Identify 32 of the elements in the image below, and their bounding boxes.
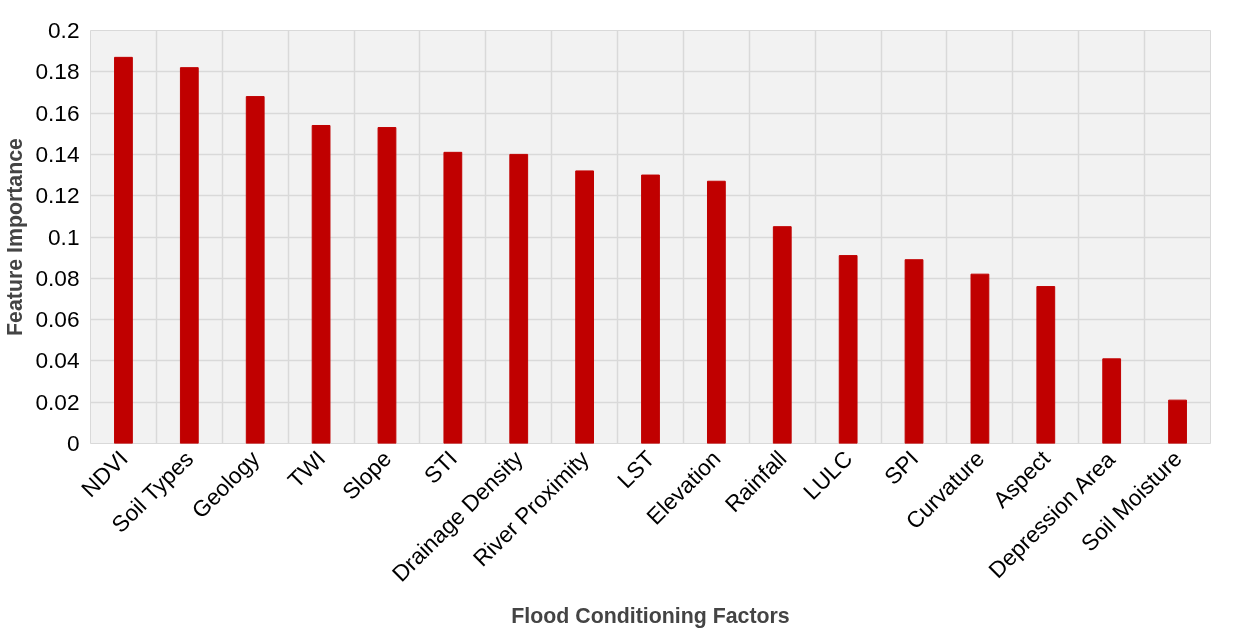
bar xyxy=(641,174,660,444)
bar xyxy=(904,259,924,444)
y-tick-label: 0.1 xyxy=(48,223,80,250)
x-axis-title: Flood Conditioning Factors xyxy=(511,603,790,628)
y-tick-label: 0.14 xyxy=(35,140,80,167)
bar xyxy=(443,151,463,444)
bar xyxy=(706,180,726,444)
bar xyxy=(1102,358,1122,444)
bar xyxy=(114,56,133,444)
y-tick-label: 0.08 xyxy=(35,264,80,291)
bar xyxy=(1168,399,1187,444)
bar xyxy=(377,127,397,444)
bar xyxy=(509,153,529,444)
bar xyxy=(772,226,792,444)
x-tick-label: STI xyxy=(418,445,463,489)
y-tick-label: 0.2 xyxy=(48,17,80,43)
y-tick-label: 0.02 xyxy=(35,388,80,415)
bar xyxy=(311,124,331,444)
y-tick-label: 0.06 xyxy=(35,306,80,333)
y-tick-label: 0.18 xyxy=(35,58,80,85)
bar xyxy=(1036,286,1056,444)
y-tick-label: 0.04 xyxy=(35,347,80,374)
bar xyxy=(179,67,199,444)
bar xyxy=(575,170,595,444)
y-tick-label: 0.16 xyxy=(35,99,80,126)
x-tick-label: TWI xyxy=(282,445,331,494)
y-tick-label: 0 xyxy=(66,430,80,456)
bar xyxy=(245,96,265,444)
y-axis-title: Feature Importance xyxy=(3,137,28,336)
bar xyxy=(838,255,858,444)
bar xyxy=(970,273,990,444)
y-tick-label: 0.12 xyxy=(35,182,80,209)
